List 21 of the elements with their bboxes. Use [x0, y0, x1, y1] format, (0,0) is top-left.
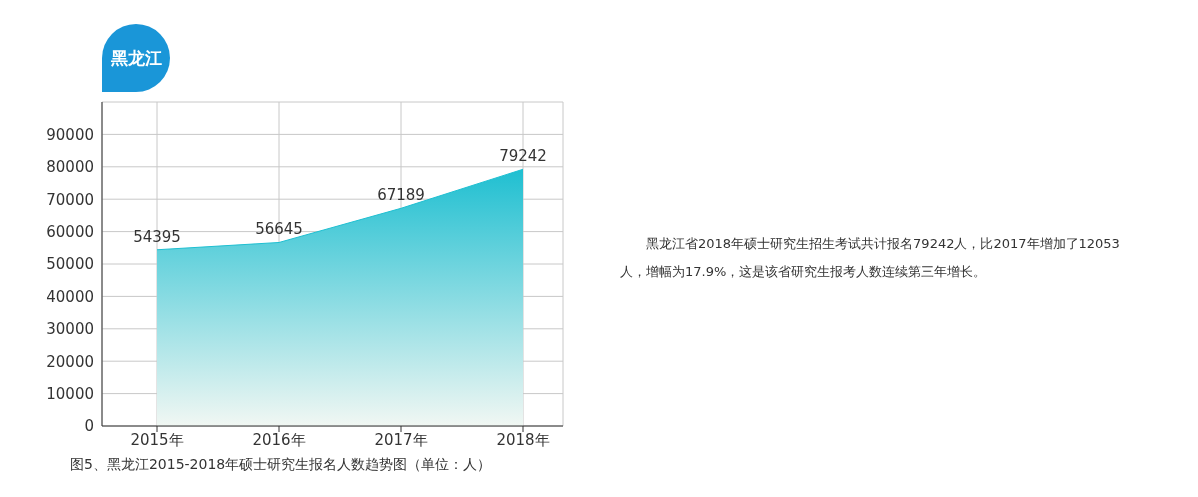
data-label: 54395: [133, 227, 181, 246]
caption: 图5、黑龙江2015-2018年硕士研究生报名人数趋势图（单位：人）: [70, 456, 492, 474]
y-tick-label: 50000: [46, 255, 94, 274]
data-label: 67189: [377, 186, 425, 205]
y-tick-label: 0: [84, 417, 94, 436]
y-tick-label: 30000: [46, 320, 94, 339]
y-tick-label: 60000: [46, 222, 94, 241]
y-tick-label: 10000: [46, 384, 94, 403]
y-tick-label: 90000: [46, 125, 94, 144]
y-tick-label: 70000: [46, 190, 94, 209]
data-label: 79242: [499, 147, 547, 166]
x-tick-label: 2018年: [496, 430, 550, 449]
text: 黑龙江省2018年硕士研究生招生考试共计报名79242人，比2017年增加了12053人，增幅为17.9%，这是该省研究生报考人数连续第三年增长。: [620, 235, 1121, 281]
x-tick-label: 2016年: [252, 430, 306, 449]
data-label: 56645: [255, 220, 303, 239]
y-tick-label: 40000: [46, 287, 94, 306]
x-tick-label: 2015年: [130, 430, 184, 449]
y-tick-label: 80000: [46, 158, 94, 177]
y-tick-label: 20000: [46, 352, 94, 371]
chart-title: 黑龙江: [102, 24, 170, 92]
x-tick-label: 2017年: [374, 430, 428, 449]
